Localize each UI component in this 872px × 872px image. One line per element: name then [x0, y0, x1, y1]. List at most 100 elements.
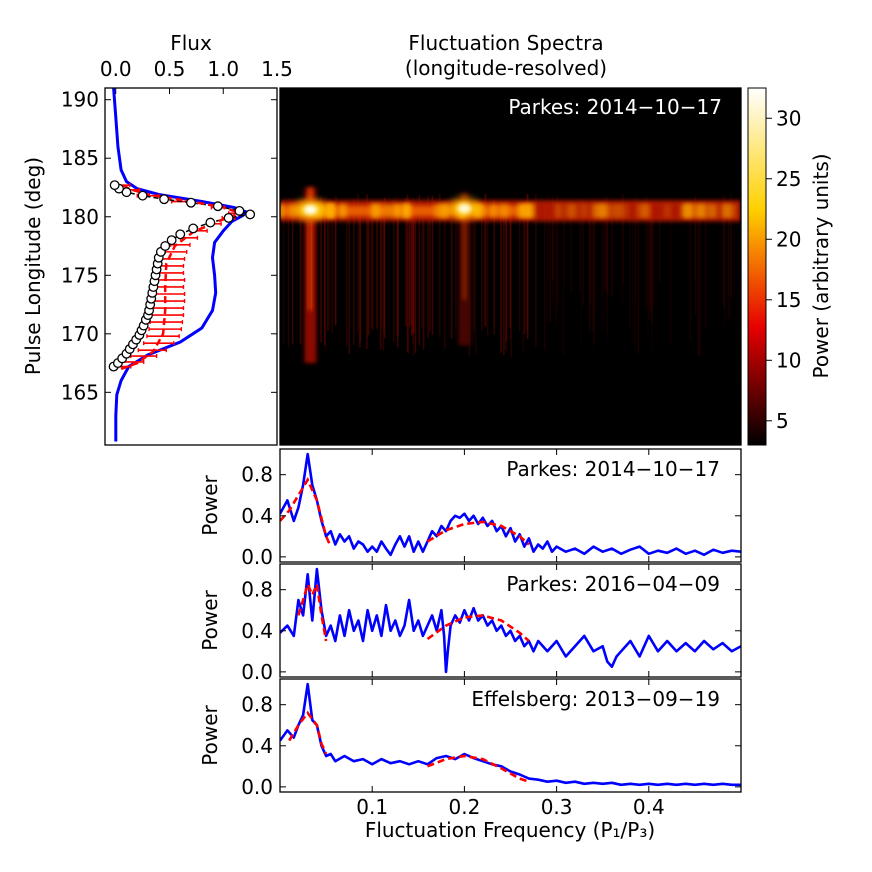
heatmap-streak: [547, 194, 550, 281]
longitude-y-tick-label: 180: [61, 205, 99, 229]
heatmap-hotspot-core: [457, 203, 472, 214]
longitude-y-tick-label: 175: [61, 263, 99, 287]
heatmap-streak: [406, 194, 409, 353]
heatmap-streak: [648, 207, 651, 320]
heatmap-streak: [438, 193, 441, 338]
heatmap-streak: [728, 201, 731, 296]
heatmap-streak: [602, 209, 604, 295]
heatmap-streak: [673, 202, 675, 331]
heatmap-streak: [722, 195, 724, 304]
heatmap-hotspot-core: [303, 204, 318, 215]
heatmap-streak: [410, 207, 412, 325]
flux-profile-panel: Flux 0.0 0.5 1.0 1.5 165 170 175 180 185 190 Pul…: [21, 31, 293, 446]
heatmap-streak: [367, 203, 370, 336]
heatmap-band-speck: [280, 203, 285, 218]
heatmap-streak: [291, 208, 294, 344]
heatmap-column-core: [462, 193, 467, 300]
colorbar-tick-label: 5: [776, 409, 789, 433]
heatmap-band-speck: [608, 203, 617, 218]
heatmap-streak: [632, 197, 635, 345]
heatmap-streak: [593, 200, 595, 357]
spectrum-series: [280, 567, 741, 674]
heatmap-streak: [396, 206, 399, 348]
heatmap-streak: [383, 197, 386, 339]
heatmap-streak: [468, 200, 471, 357]
heatmap-streak: [504, 210, 507, 351]
heatmap-band-speck: [580, 203, 589, 218]
flux-x-tick-label: 0.0: [100, 57, 132, 81]
heatmap-band-speck: [642, 203, 651, 218]
heatmap-streak: [418, 194, 421, 346]
heatmap-band-speck: [711, 203, 720, 218]
heatmap-streak: [579, 200, 581, 292]
heatmap-streak: [408, 199, 411, 328]
heatmap-streak: [634, 193, 637, 347]
heatmap-streak: [549, 208, 551, 323]
spectrum-fit-line: [426, 520, 530, 546]
spectrum-y-tick-label: 0.8: [241, 463, 273, 487]
heatmap-streak: [472, 209, 475, 344]
heatmap-streak: [526, 193, 529, 339]
heatmap-band-speck: [393, 203, 402, 218]
longitude-y-tick-label: 170: [61, 322, 99, 346]
heatmap-streak: [589, 201, 592, 304]
spectrum-fit-line: [427, 754, 530, 783]
flux-profile-line: [112, 88, 250, 442]
heatmap-streak: [591, 201, 594, 331]
heatmap-streak: [287, 198, 290, 347]
heatmap-streak: [555, 204, 558, 312]
heatmap-streak: [632, 198, 634, 344]
heatmap-streak: [397, 202, 399, 337]
heatmap-band-speck: [403, 203, 412, 218]
heatmap-streak: [545, 199, 548, 322]
heatmap-streak: [697, 204, 700, 357]
heatmap-annotation: Parkes: 2014−10−17: [508, 95, 722, 119]
heatmap-streak: [723, 195, 726, 309]
heatmap-streak: [594, 195, 597, 311]
heatmap-streak: [412, 202, 415, 334]
heatmap-band-speck: [527, 203, 536, 218]
heatmap-streak: [323, 208, 326, 346]
heatmap-streak: [481, 208, 483, 331]
spectrum-y-tick-label: 0.0: [241, 545, 273, 569]
heatmap-streak: [526, 193, 528, 330]
colorbar-tick-label: 25: [776, 167, 801, 191]
spectrum-frame: [279, 448, 742, 563]
heatmap-streak: [396, 195, 398, 336]
heatmap-streak: [650, 201, 652, 314]
heatmap-band-speck: [519, 203, 528, 218]
spectrum-panel-spectrum-parkes-2014: 0.0 0.4 0.8 Power Parkes: 2014−10−17: [198, 448, 742, 569]
heatmap-streak: [313, 207, 316, 343]
heatmap-panel: Fluctuation Spectra (longitude-resolved)…: [279, 31, 742, 446]
heatmap-streak: [600, 205, 603, 335]
flux-circle-point: [234, 205, 245, 216]
heatmap-streak: [431, 195, 434, 336]
heatmap-streak: [370, 199, 373, 328]
heatmap-streak: [543, 205, 546, 351]
spectrum-series: [280, 682, 741, 787]
flux-circle-point: [205, 217, 216, 228]
heatmap-streak: [651, 196, 653, 353]
heatmap-band-speck: [338, 203, 347, 218]
heatmap-streak: [729, 193, 732, 324]
heatmap-streak: [414, 201, 417, 353]
heatmap-band-speck: [554, 203, 563, 218]
heatmap-streak: [383, 209, 386, 332]
heatmap-streak: [327, 210, 329, 331]
heatmap-streak: [352, 198, 355, 345]
heatmap-band-speck: [701, 203, 710, 218]
heatmap-streak: [366, 194, 368, 349]
spectrum-series: [280, 452, 741, 557]
heatmap-streak: [282, 199, 285, 345]
heatmap-streak: [503, 209, 505, 356]
heatmap-streak: [733, 204, 735, 303]
spectrum-frame: [279, 563, 742, 678]
heatmap-streak: [505, 201, 508, 342]
spectrum-panel-spectrum-parkes-2016: 0.0 0.4 0.8 Power Parkes: 2016−04−09: [198, 563, 742, 684]
flux-circle-point: [223, 212, 234, 223]
heatmap-streak: [693, 197, 696, 279]
heatmap-subtitle: (longitude-resolved): [405, 56, 607, 80]
heatmap-band-speck: [564, 203, 573, 218]
heatmap-streak: [556, 196, 559, 306]
heatmap-streak: [392, 199, 395, 342]
